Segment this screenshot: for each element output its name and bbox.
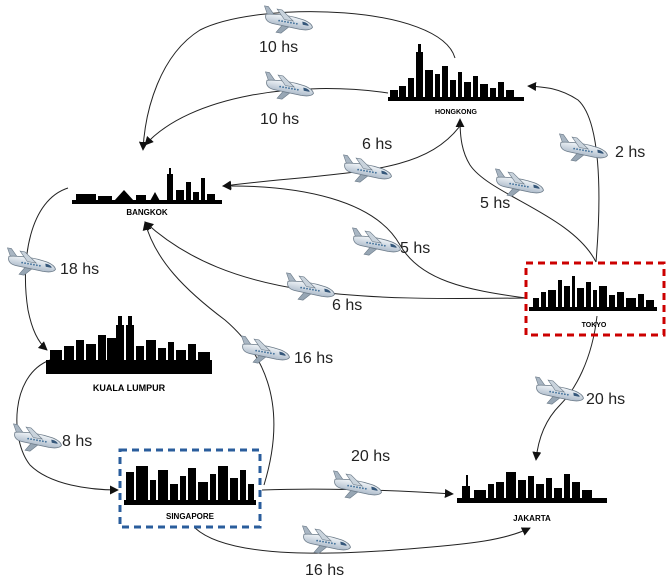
- route-line: [222, 181, 527, 299]
- route-duration-label: 16 hs: [305, 562, 344, 579]
- airplane-icon: [338, 154, 395, 188]
- route-line: [142, 221, 275, 486]
- route-line: [222, 125, 461, 190]
- route-airplanes: [2, 5, 611, 559]
- airplane-icon: [281, 272, 338, 306]
- airplane-icon: [554, 133, 611, 167]
- city-label-kuala-lumpur: KUALA LUMPUR: [93, 383, 166, 393]
- route-line: [527, 81, 600, 263]
- route-duration-label: 6 hs: [362, 136, 392, 153]
- city-skyline-icon: [72, 168, 222, 204]
- route-duration-label: 5 hs: [480, 195, 510, 212]
- airplane-icon: [347, 227, 404, 261]
- route-line: [144, 88, 389, 146]
- route-line: [138, 11, 456, 151]
- airplane-icon: [236, 335, 293, 369]
- city-skylines: [46, 44, 657, 505]
- route-duration-label: 2 hs: [615, 144, 645, 161]
- route-durations: 10 hs 10 hs 6 hs 2 hs 5 hs 5 hs 6 hs 18 …: [60, 39, 645, 579]
- route-duration-label: 6 hs: [332, 297, 362, 314]
- city-highlights: [118, 261, 666, 529]
- route-duration-label: 20 hs: [351, 448, 390, 465]
- city-label-bangkok: BANGKOK: [126, 208, 168, 217]
- city-skyline-icon: [529, 276, 657, 311]
- city-skyline-icon: [46, 316, 212, 374]
- route-line: [24, 187, 69, 351]
- city-skyline-icon: [124, 466, 256, 505]
- route-duration-label: 10 hs: [259, 39, 298, 56]
- route-duration-label: 20 hs: [586, 391, 625, 408]
- route-line: [455, 118, 597, 263]
- route-line: [144, 221, 527, 300]
- city-skyline-icon: [457, 472, 607, 503]
- route-duration-label: 16 hs: [294, 350, 333, 367]
- airplane-icon: [259, 5, 316, 39]
- airplane-icon: [8, 423, 65, 457]
- city-skyline-icon: [388, 44, 524, 101]
- city-label-tokyo: TOKYO: [582, 322, 607, 329]
- city-label-singapore: SINGAPORE: [166, 512, 215, 521]
- route-lines: [16, 11, 600, 554]
- route-line: [16, 359, 119, 495]
- route-duration-label: 5 hs: [400, 240, 430, 257]
- airplane-icon: [328, 470, 385, 504]
- route-line: [194, 527, 531, 554]
- tokyo-highlight-box: [524, 261, 666, 337]
- airplane-icon: [2, 247, 59, 281]
- city-labels: HONGKONG BANGKOK TOKYO KUALA LUMPUR SING…: [93, 109, 607, 523]
- route-duration-label: 8 hs: [62, 433, 92, 450]
- route-duration-label: 10 hs: [260, 111, 299, 128]
- airplane-icon: [260, 71, 317, 105]
- route-line: [532, 315, 598, 461]
- city-label-hongkong: HONGKONG: [435, 109, 478, 116]
- route-duration-label: 18 hs: [60, 261, 99, 278]
- city-label-jakarta: JAKARTA: [513, 514, 551, 523]
